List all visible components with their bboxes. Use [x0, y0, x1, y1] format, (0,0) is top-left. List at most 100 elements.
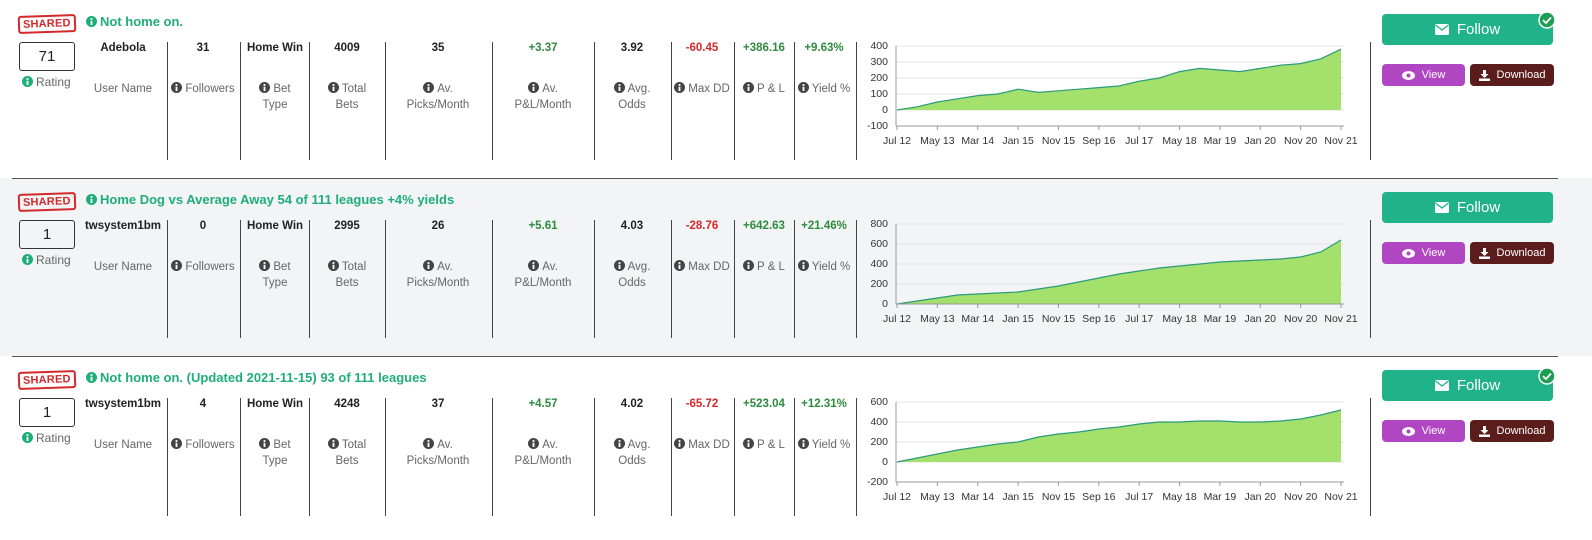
system-row: SHARED Not home on. 71 Rating Adebola User Na…	[0, 0, 1592, 178]
download-button[interactable]: Download	[1470, 420, 1554, 442]
rating-label-text: Rating	[36, 253, 71, 267]
stat-value: Home Win	[246, 220, 304, 232]
x-tick-label: May 18	[1162, 491, 1197, 503]
follow-button[interactable]: Follow	[1382, 14, 1553, 45]
column-separator	[240, 220, 241, 338]
x-tick-label: Jul 12	[883, 313, 911, 325]
icon-bar	[427, 86, 430, 91]
stat-value: +386.16	[743, 42, 785, 54]
download-button[interactable]: Download	[1470, 242, 1554, 264]
column-separator	[794, 398, 795, 516]
stat-label: Total Bets	[325, 437, 370, 469]
stat-label: Max DD	[669, 81, 735, 97]
rating-label-text: Rating	[36, 75, 71, 89]
y-tick-label: 100	[870, 88, 888, 100]
x-tick-label: May 18	[1162, 313, 1197, 325]
icon-dot	[532, 262, 535, 264]
view-button[interactable]: View	[1382, 242, 1465, 264]
eye-icon	[1401, 248, 1415, 258]
icon-bar	[802, 86, 805, 91]
column-separator	[734, 220, 735, 338]
stat-value: +3.37	[528, 42, 558, 54]
info-icon	[674, 438, 686, 449]
envelope-icon	[1434, 24, 1449, 35]
icon-dot	[90, 374, 93, 376]
icon-dot	[26, 78, 29, 80]
icon-bar	[532, 442, 535, 447]
column-separator	[492, 220, 493, 338]
column-separator	[794, 220, 795, 338]
stat-value: 4009	[334, 42, 360, 54]
icon-dot	[747, 440, 750, 442]
icon-dot	[26, 434, 29, 436]
stat-label: Followers	[168, 81, 238, 97]
rating-box: 71	[19, 42, 75, 71]
follow-button[interactable]: Follow	[1382, 370, 1553, 401]
x-tick-label: Mar 14	[961, 135, 994, 147]
stat-label: P & L	[736, 259, 792, 275]
x-tick-label: Nov 20	[1284, 491, 1317, 503]
check-mark	[1542, 16, 1552, 25]
view-button[interactable]: View	[1382, 420, 1465, 442]
info-icon	[259, 260, 271, 271]
stat-label-text: Max DD	[688, 83, 730, 95]
y-tick-label: 200	[870, 72, 888, 84]
stat-value: +21.46%	[801, 220, 847, 232]
icon-bar	[332, 86, 335, 91]
view-button[interactable]: View	[1382, 64, 1465, 86]
system-row: SHARED Home Dog vs Average Away 54 of 111…	[0, 178, 1592, 356]
icon-dot	[618, 84, 621, 86]
info-icon	[528, 260, 540, 271]
stat-label-text: User Name	[93, 83, 153, 95]
follow-button[interactable]: Follow	[1382, 192, 1553, 223]
stat-label: Avg. Odds	[610, 81, 655, 113]
rating-label: Rating	[22, 75, 71, 89]
column-separator	[856, 42, 857, 160]
eye-icon	[1401, 426, 1415, 436]
stat-value: +4.57	[528, 398, 558, 410]
x-tick-label: Sep 16	[1082, 491, 1115, 503]
equity-area	[897, 410, 1341, 462]
stat-value: twsystem1bm	[84, 398, 162, 410]
info-icon	[22, 432, 33, 443]
stat-label-text: Followers	[185, 83, 235, 95]
info-icon	[613, 82, 625, 93]
download-text: Download	[1496, 247, 1546, 259]
info-icon	[743, 438, 755, 449]
y-tick-label: 800	[870, 218, 888, 230]
download-tray	[1478, 256, 1490, 259]
y-tick-label: 0	[882, 298, 888, 310]
download-icon	[1478, 69, 1490, 81]
stat-label: Yield %	[794, 81, 854, 97]
x-tick-label: Jul 17	[1125, 135, 1153, 147]
stat-label-text: Av. Picks/Month	[406, 83, 470, 111]
download-button[interactable]: Download	[1470, 64, 1554, 86]
info-icon	[171, 82, 183, 93]
stat-label-text: P & L	[757, 261, 785, 273]
stat-label-text: Max DD	[688, 439, 730, 451]
column-separator	[594, 42, 595, 160]
stat-label: Followers	[168, 259, 238, 275]
icon-bar	[618, 264, 621, 269]
x-tick-label: May 13	[920, 313, 955, 325]
stat-value: 35	[431, 42, 445, 54]
stat-value: 3.92	[620, 42, 644, 54]
equity-chart: 400 300 200 100 0 -100 Jul 12 May 13 Mar 14 Jan 1…	[867, 40, 1358, 147]
follow-text: Follow	[1456, 199, 1501, 216]
stat-value: -28.76	[685, 220, 719, 232]
icon-dot	[175, 440, 178, 442]
info-icon	[613, 438, 625, 449]
stat-label-text: Avg. Odds	[618, 439, 651, 467]
rating-label: Rating	[22, 431, 71, 445]
column-separator	[492, 398, 493, 516]
equity-chart: 800 600 400 200 0 Jul 12 May 13 Mar 14 Jan 15 Nov…	[870, 218, 1357, 325]
stat-value: Home Win	[246, 398, 304, 410]
icon-bar	[532, 264, 535, 269]
info-icon	[423, 438, 435, 449]
download-arrow	[1480, 247, 1489, 256]
system-title: Not home on. (Updated 2021-11-15) 93 of …	[86, 370, 427, 385]
info-icon	[423, 260, 435, 271]
stat-label: Av. P&L/Month	[503, 81, 583, 113]
icon-bar	[26, 80, 29, 85]
stat-label-text: User Name	[93, 439, 153, 451]
